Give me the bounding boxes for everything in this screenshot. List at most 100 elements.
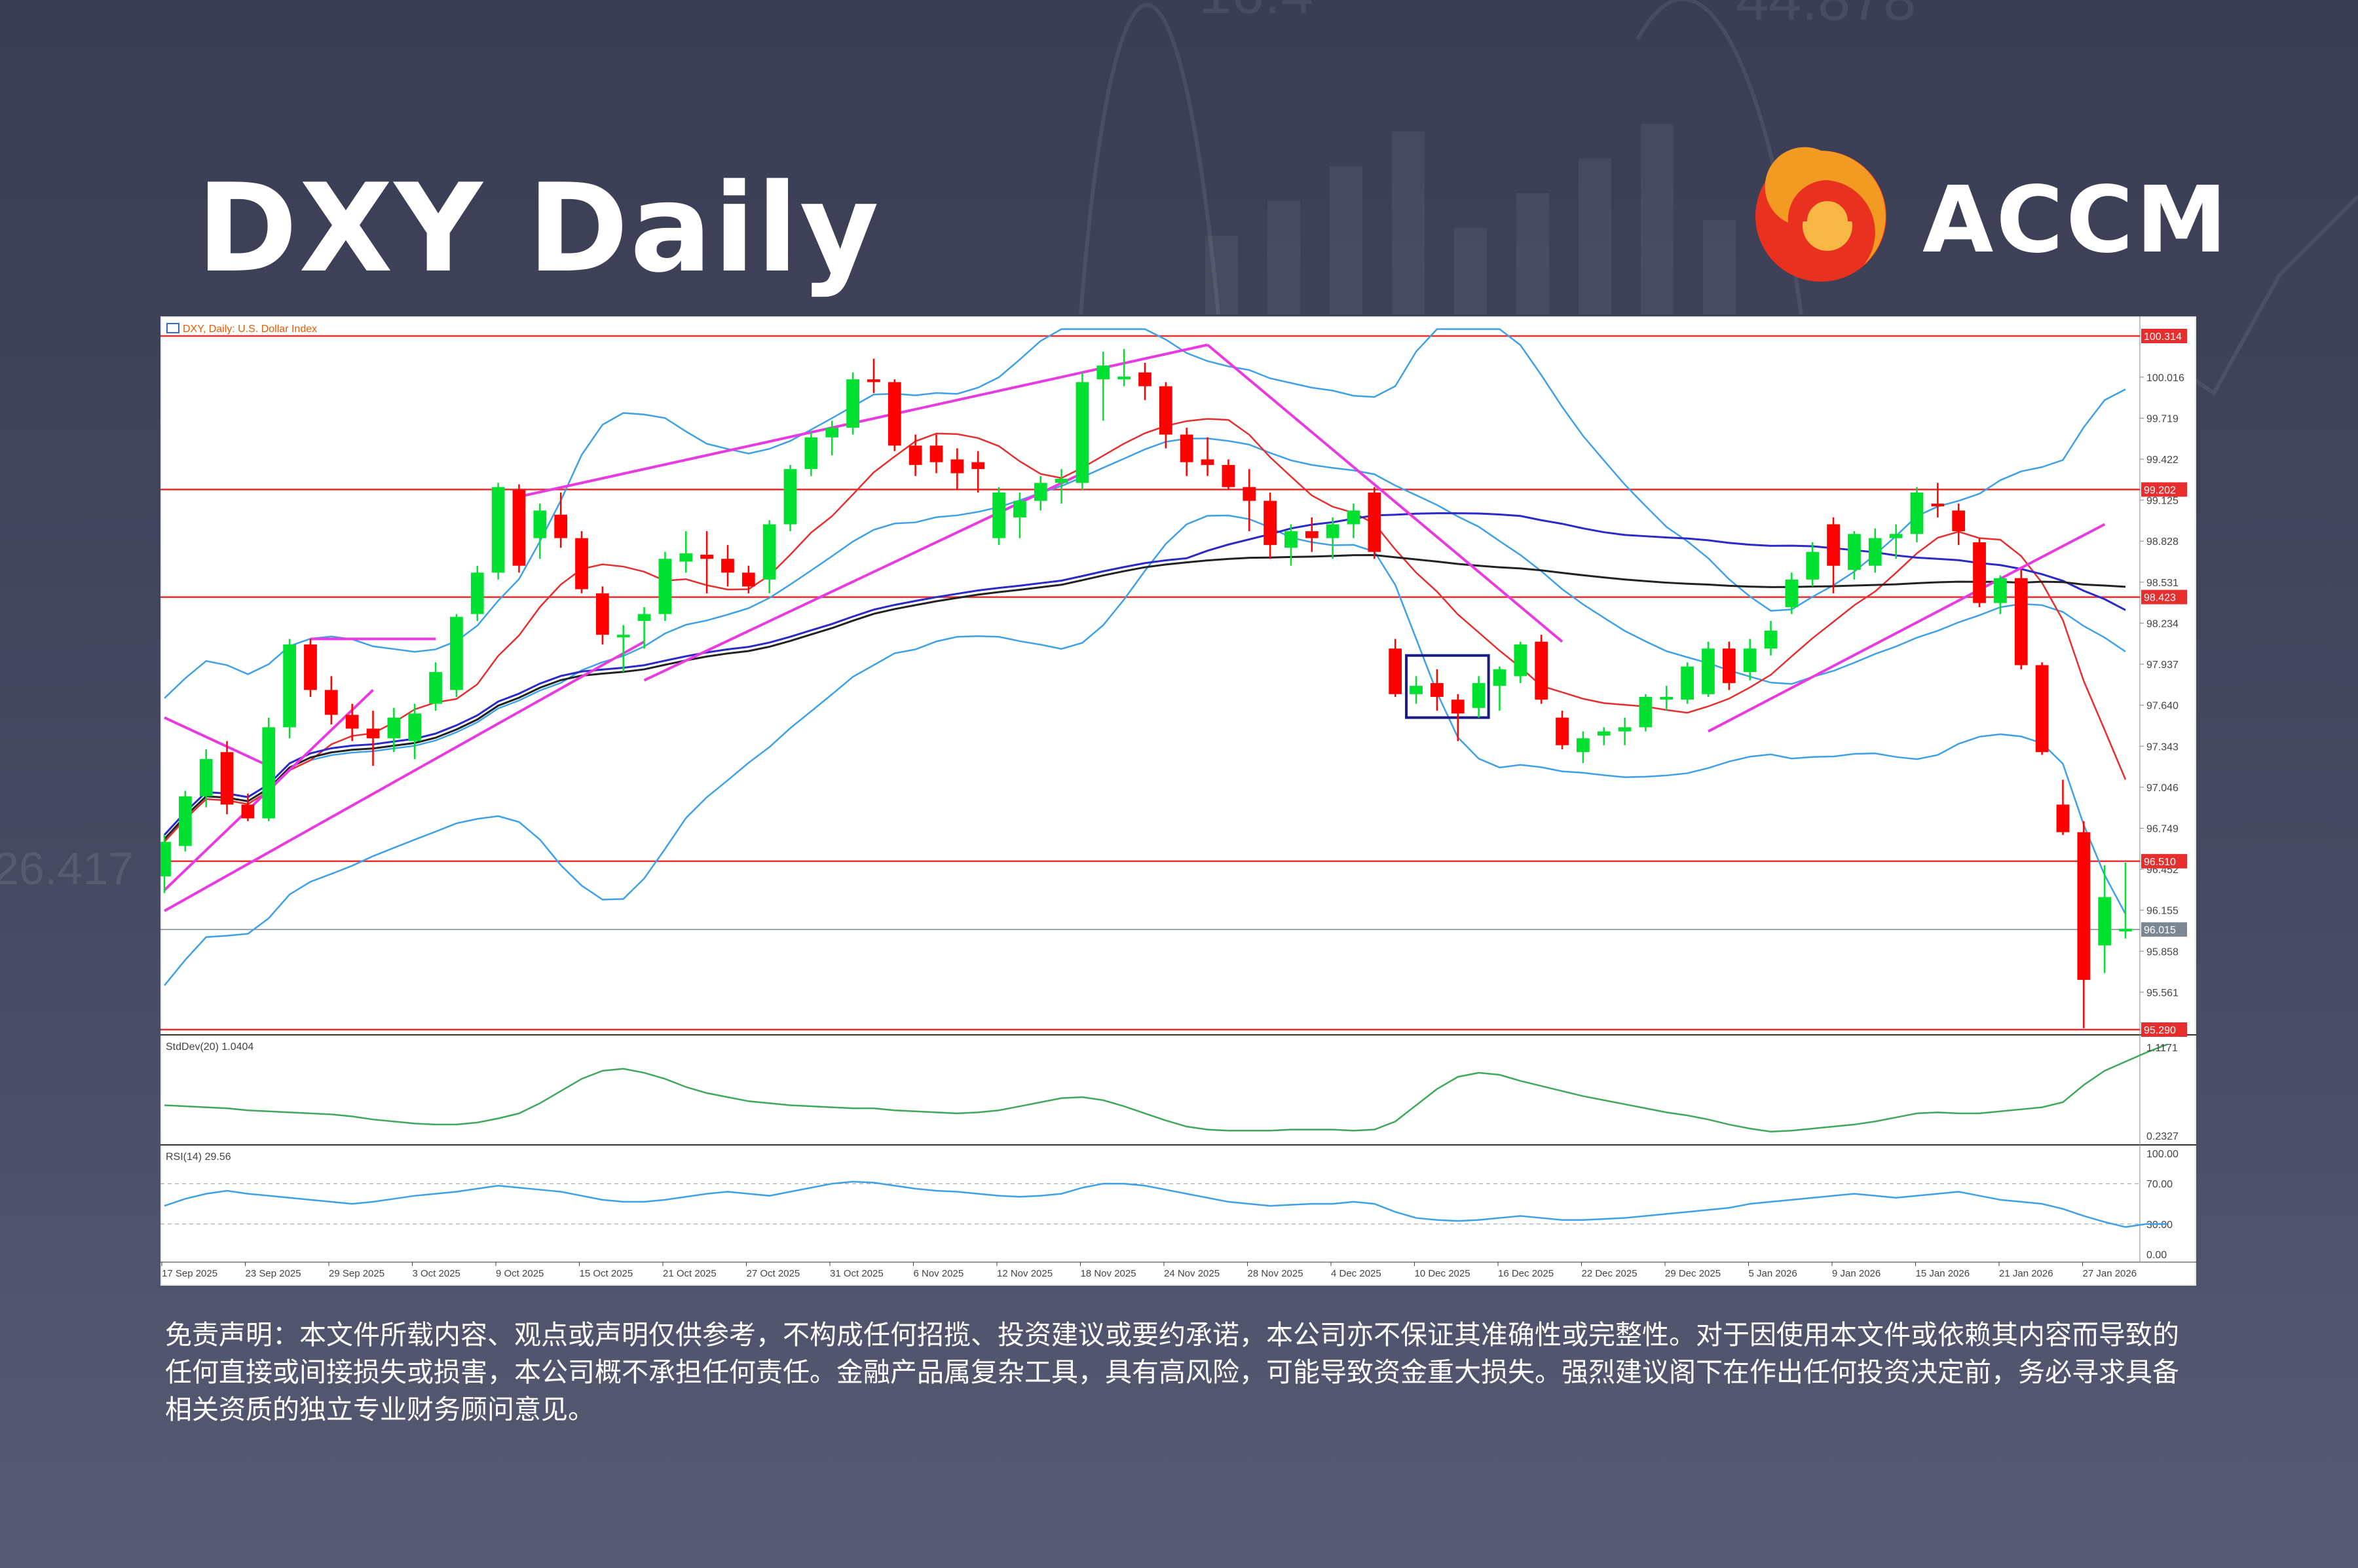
candle-body [825, 427, 839, 438]
candle-body [1973, 542, 1986, 603]
candle-body [1556, 717, 1569, 745]
candle-body [1660, 697, 1674, 700]
candle-body [1055, 478, 1068, 483]
candle-body [1597, 731, 1611, 736]
bg-number: 44.878 [1736, 0, 1916, 33]
x-axis-label: 5 Jan 2026 [1749, 1268, 1797, 1279]
x-axis-label: 21 Oct 2025 [663, 1268, 717, 1279]
candle-body [700, 554, 714, 559]
price-label: 97.640 [2146, 701, 2179, 712]
candle-body [929, 445, 943, 462]
x-axis-label: 22 Dec 2025 [1582, 1268, 1638, 1279]
candle-body [1535, 641, 1548, 700]
x-axis-label: 27 Oct 2025 [747, 1268, 800, 1279]
candle-body [178, 796, 192, 846]
candle-body [679, 553, 693, 562]
bg-bar [1516, 193, 1549, 314]
x-axis-label: 3 Oct 2025 [413, 1268, 460, 1279]
candle-body [1785, 579, 1799, 607]
candle-body [554, 514, 568, 538]
candle-body [1451, 700, 1465, 714]
bg-bar [1579, 159, 1611, 314]
candle-body [846, 379, 859, 428]
x-axis-label: 29 Dec 2025 [1665, 1268, 1721, 1279]
trendline [164, 640, 645, 912]
candle-body [1722, 648, 1736, 683]
candle-body [220, 752, 234, 805]
bg-number: 26.417 [0, 843, 134, 894]
candle-body [1159, 386, 1172, 435]
bg-bar [1205, 236, 1238, 314]
candle-body [992, 493, 1005, 538]
stddev-scale: 0.2327 [2146, 1131, 2179, 1142]
price-label: 99.125 [2146, 496, 2179, 507]
price-tag-label: 96.510 [2144, 857, 2176, 868]
rsi-level-label: 30.00 [2146, 1220, 2173, 1231]
x-axis-label: 16 Dec 2025 [1498, 1268, 1554, 1279]
x-axis-label: 31 Oct 2025 [830, 1268, 884, 1279]
candle-body [1639, 697, 1653, 728]
candle-body [762, 524, 776, 580]
x-axis-label: 23 Sep 2025 [246, 1268, 301, 1279]
ma-red [164, 418, 2127, 843]
candle-body [1681, 666, 1694, 700]
stddev-line [164, 1043, 2168, 1133]
price-tag [2141, 329, 2187, 343]
price-label: 99.422 [2146, 455, 2179, 466]
candle-body [1117, 376, 1131, 380]
candle-body [512, 489, 526, 566]
page-title: DXY Daily [196, 157, 880, 299]
candle-body [241, 804, 255, 819]
rsi-level-label: 100.00 [2146, 1149, 2179, 1160]
candle-body [408, 713, 422, 741]
candle-body [2077, 832, 2091, 980]
candle-body [1618, 727, 1632, 732]
candle-body [1702, 648, 1715, 694]
candle-body [2035, 665, 2049, 753]
x-axis-label: 10 Dec 2025 [1415, 1268, 1470, 1279]
candle-body [1076, 382, 1089, 483]
candle-body [1994, 578, 2007, 603]
candle-body [658, 559, 672, 614]
candle-body [324, 690, 338, 715]
x-axis-label: 15 Oct 2025 [580, 1268, 633, 1279]
candle-body [1389, 648, 1402, 694]
candle-body [1034, 483, 1047, 501]
bollinger-upper [164, 328, 2126, 700]
x-axis-label: 15 Jan 2026 [1916, 1268, 1970, 1279]
chart-icon [166, 323, 179, 333]
stddev-scale: 1.1171 [2146, 1043, 2178, 1054]
candle-body [1910, 493, 1924, 534]
candle-body [160, 842, 171, 877]
price-tag [2141, 853, 2187, 868]
x-axis-label: 24 Nov 2025 [1164, 1268, 1220, 1279]
x-axis-label: 9 Jan 2026 [1832, 1268, 1881, 1279]
price-label: 99.719 [2146, 413, 2179, 424]
logo-arc [1798, 192, 1857, 222]
candle-body [971, 462, 985, 470]
bg-number: 16.4 [1199, 0, 1313, 26]
price-label: 95.858 [2146, 946, 2179, 958]
candle-body [1472, 682, 1486, 708]
disclaimer-text: 免责声明：本文件所载内容、观点或声明仅供参考，不构成任何招揽、投资建议或要约承诺… [165, 1319, 2179, 1425]
price-tag-label: 98.423 [2144, 593, 2176, 604]
candle-body [741, 572, 755, 587]
candle-body [1431, 682, 1444, 698]
candle-body [1243, 487, 1256, 501]
candle-body [908, 445, 922, 465]
candle-body [366, 728, 380, 739]
candle-body [533, 510, 547, 538]
x-axis-label: 21 Jan 2026 [1999, 1268, 2053, 1279]
rsi-label: RSI(14) 29.56 [166, 1151, 231, 1163]
x-axis-label: 9 Oct 2025 [496, 1268, 544, 1279]
chart-frame [160, 316, 2196, 1286]
consolidation-box [1405, 654, 1490, 719]
candle-body [1576, 738, 1590, 753]
trendline [1207, 343, 1563, 643]
candle-body [888, 382, 901, 446]
accm-logo-icon [1755, 147, 1886, 282]
candle-body [1743, 648, 1757, 673]
candle-body [1201, 459, 1214, 465]
candle-body [1263, 500, 1277, 546]
